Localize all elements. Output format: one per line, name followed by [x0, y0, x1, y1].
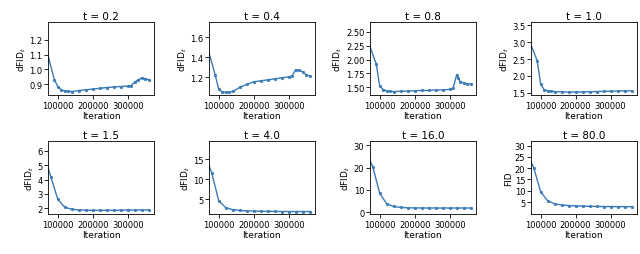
Y-axis label: dFID$_t$: dFID$_t$ [179, 165, 191, 190]
X-axis label: Iteration: Iteration [243, 112, 281, 121]
X-axis label: Iteration: Iteration [404, 231, 442, 240]
Title: t = 80.0: t = 80.0 [563, 131, 605, 141]
Y-axis label: dFID$_t$: dFID$_t$ [23, 165, 36, 190]
X-axis label: Iteration: Iteration [564, 112, 603, 121]
Y-axis label: dFID$_t$: dFID$_t$ [340, 165, 353, 190]
X-axis label: Iteration: Iteration [404, 112, 442, 121]
Y-axis label: dFID$_t$: dFID$_t$ [332, 47, 344, 72]
Title: t = 0.4: t = 0.4 [244, 12, 280, 22]
X-axis label: Iteration: Iteration [82, 231, 120, 240]
Title: t = 1.0: t = 1.0 [566, 12, 602, 22]
Y-axis label: dFID$_t$: dFID$_t$ [176, 47, 189, 72]
Title: t = 16.0: t = 16.0 [402, 131, 444, 141]
Title: t = 4.0: t = 4.0 [244, 131, 280, 141]
X-axis label: Iteration: Iteration [564, 231, 603, 240]
Title: t = 0.8: t = 0.8 [405, 12, 441, 22]
Y-axis label: dFID$_t$: dFID$_t$ [15, 47, 28, 72]
Y-axis label: FID: FID [504, 171, 513, 185]
X-axis label: Iteration: Iteration [82, 112, 120, 121]
X-axis label: Iteration: Iteration [243, 231, 281, 240]
Y-axis label: dFID$_t$: dFID$_t$ [498, 47, 511, 72]
Title: t = 0.2: t = 0.2 [83, 12, 119, 22]
Title: t = 1.5: t = 1.5 [83, 131, 119, 141]
